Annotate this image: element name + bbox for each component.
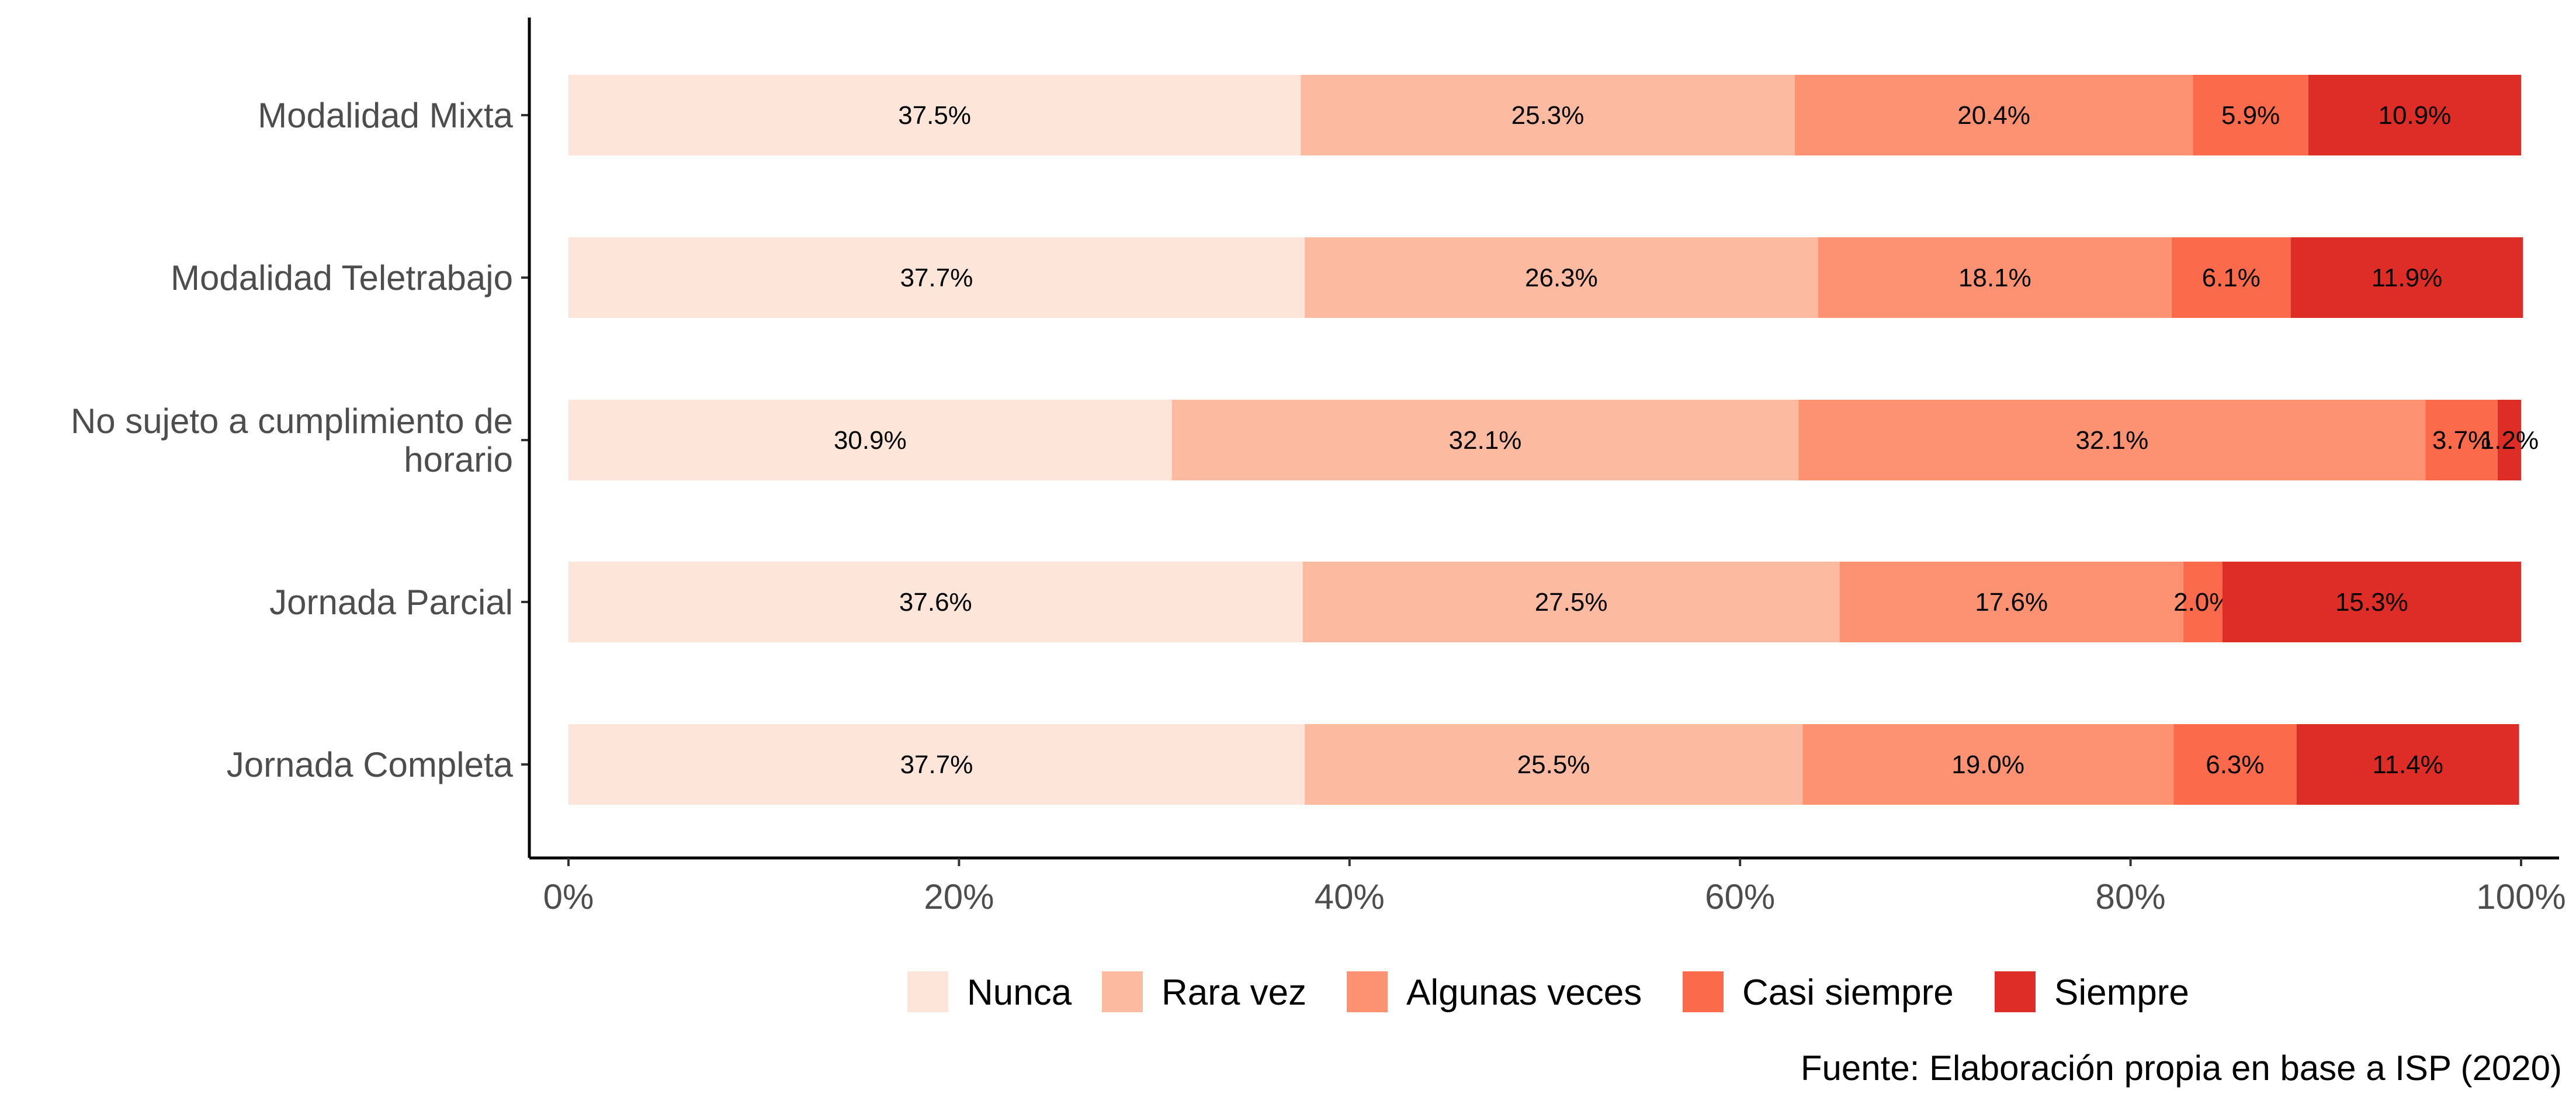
data-label: 19.0% [1951,750,2024,779]
data-label: 37.7% [900,264,973,292]
bar-segment [2222,562,2521,642]
data-label: 25.5% [1517,750,1590,779]
legend-key [1683,971,1724,1012]
bar-segment [2290,237,2523,318]
bar-segment [568,400,1172,480]
axes-layer [521,18,2559,860]
bars-layer: 37.5% 25.3% 20.4% 5.9% 10.9% 37.7% 26.3% 18.1% 6… [568,75,2539,805]
bar-segment [1802,724,2174,805]
legend-label: Siempre [2054,973,2189,1013]
data-label: 17.6% [1975,588,2048,617]
data-label: 15.3% [2335,588,2408,617]
data-label: 32.1% [2075,426,2148,455]
bar-segment [568,562,1303,642]
data-label: 20.4% [1957,101,2030,130]
data-label: 30.9% [834,426,907,455]
x-tick-label: 60% [1705,877,1775,916]
category-labels: Modalidad Mixta Modalidad Teletrabajo No s… [71,96,514,784]
bar-segment [2308,75,2521,155]
category-label: Jornada Completa [227,745,514,784]
bar-segment [2193,75,2308,155]
data-label: 26.3% [1525,264,1598,292]
bar-segment [2173,724,2297,805]
data-label: 11.4% [2372,750,2443,779]
bar-segment [1304,724,1803,805]
data-label: 6.3% [2206,750,2264,779]
data-label: 11.9% [2372,264,2443,292]
data-label: 18.1% [1958,264,2031,292]
bar-segment [2171,237,2291,318]
legend-key [1995,971,2036,1012]
bar-segment [1798,400,2426,480]
x-tick-label: 40% [1315,877,1385,916]
legend-key [1102,971,1143,1012]
category-label: horario [404,440,513,479]
legend: Nunca Rara vez Algunas veces Casi siempre Si… [907,971,2189,1013]
legend-label: Algunas veces [1406,973,1642,1013]
category-label: Modalidad Teletrabajo [171,258,513,297]
legend-label: Rara vez [1162,973,1306,1013]
bar-segment [2296,724,2519,805]
data-label: 10.9% [2378,101,2451,130]
category-label: No sujeto a cumplimiento de [71,402,513,441]
data-label: 27.5% [1535,588,1608,617]
bar-segment [1839,562,2183,642]
category-label: Modalidad Mixta [258,96,514,135]
bar-segment [1818,237,2172,318]
x-tick-label: 80% [2096,877,2166,916]
bar-segment [2425,400,2498,480]
bar-segment [2183,562,2223,642]
legend-key [907,971,948,1012]
bar-segment [2497,400,2521,480]
bar-segment [568,237,1305,318]
x-tick-label: 0% [543,877,594,916]
legend-label: Casi siempre [1742,973,1954,1013]
legend-label: Nunca [967,973,1072,1013]
data-label: 37.5% [898,101,971,130]
x-tick-label: 20% [924,877,994,916]
data-label: 3.7% [2432,426,2491,455]
data-label: 37.6% [899,588,972,617]
bar-segment [1794,75,2193,155]
bar-segment [1301,75,1795,155]
x-axis-ticks: 0% 20% 40% 60% 80% 100% [543,858,2566,916]
legend-key [1347,971,1388,1012]
x-tick-label: 100% [2476,877,2565,916]
data-label: 32.1% [1449,426,1522,455]
data-label: 1.2% [2480,426,2539,455]
data-label: 5.9% [2221,101,2280,130]
data-label: 37.7% [900,750,973,779]
bar-segment [1302,562,1840,642]
bar-segment [1171,400,1799,480]
bar-segment [1304,237,1818,318]
bar-segment [568,75,1301,155]
category-label: Jornada Parcial [269,583,513,622]
bar-segment [568,724,1305,805]
chart-caption: Fuente: Elaboración propia en base a ISP… [1801,1048,2562,1088]
data-label: 6.1% [2202,264,2260,292]
data-label: 25.3% [1511,101,1585,130]
